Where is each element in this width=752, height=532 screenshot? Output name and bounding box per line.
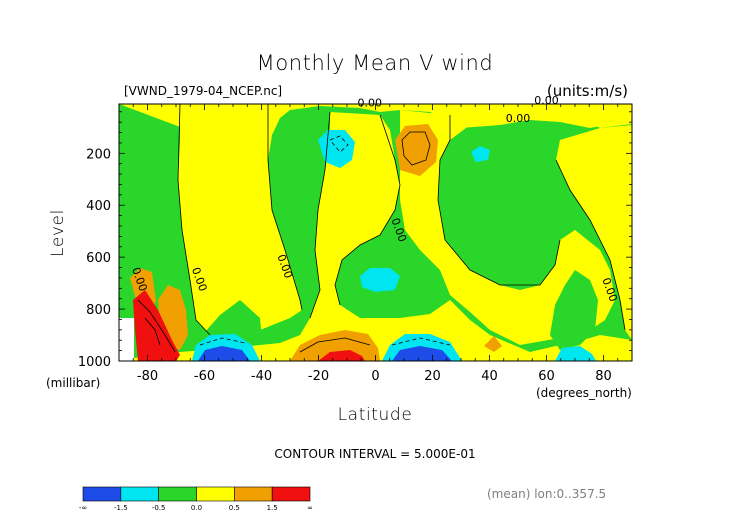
legend-label: 1.5 (267, 504, 278, 512)
zero-contour-north (437, 115, 561, 286)
contour-field (119, 104, 632, 361)
y-unit-label: (millibar) (46, 376, 100, 390)
y-tick-label: 800 (86, 303, 111, 318)
legend-label: -0.5 (152, 504, 166, 512)
zero-contour-south-2 (267, 104, 303, 311)
yellow-region-south (178, 104, 302, 335)
blue-cell-low-center (392, 346, 452, 361)
color-legend: -∞ -1.5 -0.5 0.0 0.5 1.5 ∞ (79, 486, 313, 512)
units-label: (units:m/s) (547, 82, 628, 100)
axis-ticks (118, 104, 633, 362)
contour-low-orange (299, 337, 371, 353)
y-tick-label: 1000 (78, 355, 111, 370)
green-blob-north (550, 270, 598, 350)
orange-cell-small (484, 336, 502, 352)
legend-swatch (196, 486, 235, 502)
orange-cell-low-center (290, 330, 380, 361)
contour-low-cyan-center (391, 337, 451, 346)
legend-label: -1.5 (114, 504, 128, 512)
x-tick-label: 0 (371, 369, 379, 384)
cyan-cell-low-north (555, 346, 596, 361)
x-tick-label: 60 (538, 369, 555, 384)
zero-contour-central-2 (334, 114, 401, 306)
y-tick-label: 200 (86, 147, 111, 162)
blue-cell-low-south (198, 346, 250, 361)
file-label: [VWND_1979-04_NCEP.nc] (124, 84, 282, 98)
legend-swatch (120, 486, 159, 502)
x-tick-label: 40 (481, 369, 498, 384)
y-axis-label: Level (48, 209, 68, 257)
mean-text: (mean) lon:0..357.5 (487, 487, 606, 501)
cyan-cell-north-upper (471, 146, 490, 162)
legend-swatch (234, 486, 273, 502)
contour-label: 0.00 (358, 97, 383, 110)
contour-lines (137, 104, 626, 353)
x-tick-label: 20 (424, 369, 441, 384)
contour-polar-south-1 (137, 299, 176, 353)
zero-contour-south (177, 104, 211, 336)
x-tick-label: -80 (137, 369, 158, 384)
y-tick-label: 400 (86, 199, 111, 214)
legend-swatch (82, 486, 122, 502)
zero-contour-central (309, 111, 331, 319)
contour-upper-orange (401, 131, 431, 166)
x-tick-label: 80 (595, 369, 612, 384)
cyan-cell-mid (360, 268, 400, 292)
chart-title: Monthly Mean V wind (257, 51, 494, 75)
legend-swatch (271, 486, 311, 502)
x-tick-label: -60 (194, 369, 215, 384)
yellow-blob-upper-right (584, 110, 632, 128)
axis-tick-labels: -80 -60 -40 -20 0 20 40 60 80 200 400 600 800 1000 (78, 147, 612, 384)
legend-label: 0.0 (191, 504, 202, 512)
legend-label: ∞ (307, 504, 313, 512)
x-tick-label: -40 (251, 369, 272, 384)
contour-label: 0.00 (534, 94, 559, 107)
legend-label: 0.5 (229, 504, 240, 512)
zero-contour-polar-north (555, 159, 626, 331)
y-tick-label: 600 (86, 251, 111, 266)
legend-swatch (158, 486, 197, 502)
x-axis-label: Latitude (338, 405, 413, 425)
contour-polar-south-2 (144, 317, 161, 346)
contour-label: 0.00 (506, 112, 531, 125)
contour-interval-text: CONTOUR INTERVAL = 5.000E-01 (274, 447, 475, 461)
yellow-region-north (400, 110, 615, 345)
x-unit-label: (degrees_north) (536, 386, 632, 400)
x-tick-label: -20 (308, 369, 329, 384)
red-cell-polar-south (133, 290, 180, 361)
contour-low-cyan-south (199, 337, 246, 346)
yellow-region-polar-north (556, 125, 632, 340)
legend-label: -∞ (79, 504, 87, 512)
contour-upper-cyan (329, 135, 349, 153)
red-cell-low-center (318, 350, 365, 361)
yellow-region-central (119, 112, 632, 361)
masked-orography (119, 318, 134, 361)
